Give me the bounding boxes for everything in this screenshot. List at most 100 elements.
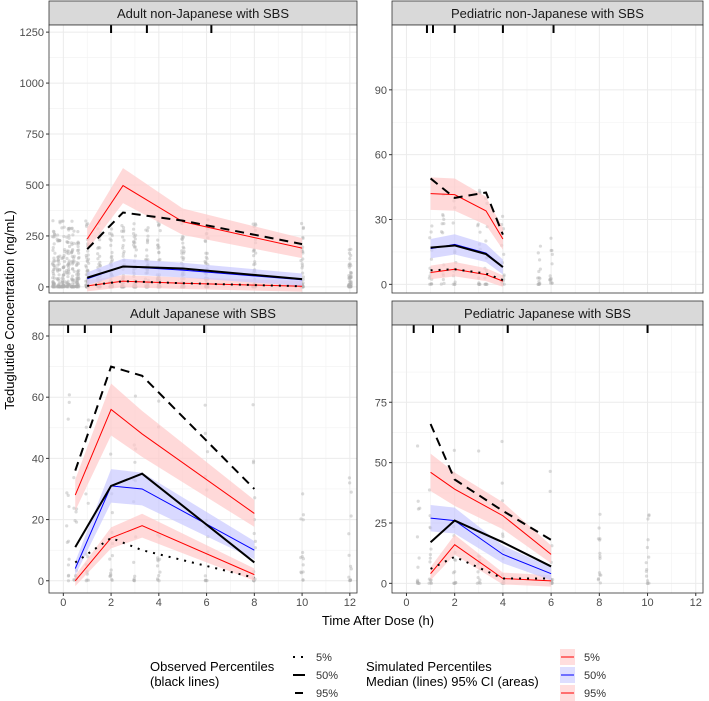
observed-point — [430, 224, 434, 228]
observed-point — [108, 574, 113, 578]
observed-point — [157, 574, 161, 578]
observed-point — [50, 285, 55, 289]
observed-point — [69, 227, 74, 231]
observed-point — [56, 277, 60, 281]
observed-point — [416, 499, 420, 503]
observed-point — [110, 254, 114, 258]
observed-point — [67, 400, 71, 404]
observed-point — [347, 285, 351, 289]
observed-point — [109, 238, 113, 242]
observed-point — [51, 219, 55, 223]
observed-point — [75, 281, 79, 285]
y-tick-label: 500 — [26, 180, 44, 192]
observed-point — [349, 282, 353, 286]
observed-point — [181, 235, 185, 239]
observed-point — [348, 578, 352, 582]
observed-point — [477, 188, 482, 192]
observed-point — [71, 267, 75, 271]
sim5-line — [74, 525, 255, 582]
observed-point — [451, 571, 456, 575]
observed-point — [57, 285, 61, 289]
observed-point — [548, 489, 552, 493]
observed-point — [75, 278, 79, 282]
panel-strip — [391, 0, 704, 26]
observed-point — [597, 571, 602, 575]
observed-point — [453, 280, 457, 284]
observed-point — [157, 251, 161, 255]
observed-point — [451, 282, 455, 286]
observed-point — [65, 284, 69, 289]
observed-point — [204, 251, 208, 255]
observed-point — [71, 247, 75, 252]
observed-point — [70, 277, 74, 281]
observed-point — [133, 245, 137, 249]
observed-point — [66, 563, 71, 567]
observed-point — [70, 285, 74, 289]
observed-point — [439, 282, 443, 286]
observed-point — [478, 282, 482, 286]
observed-point — [76, 272, 80, 276]
plot-background — [49, 25, 357, 293]
observed-point — [158, 229, 162, 233]
observed-point — [75, 276, 79, 281]
panel-border — [48, 324, 358, 594]
observed-point — [50, 235, 55, 239]
observed-point — [86, 501, 90, 505]
observed-point — [476, 570, 480, 574]
observed-point — [251, 459, 256, 463]
observed-point — [349, 567, 353, 571]
observed-point — [53, 234, 57, 238]
observed-point — [60, 285, 64, 289]
observed-point — [132, 235, 136, 239]
observed-point — [598, 551, 602, 555]
observed-point — [349, 271, 353, 275]
observed-point — [348, 578, 353, 582]
observed-point — [67, 226, 71, 231]
observed-point — [347, 262, 352, 266]
observed-point — [180, 251, 184, 255]
x-tick-label: 4 — [500, 597, 506, 609]
observed-point — [62, 283, 66, 288]
observed-point — [67, 261, 71, 265]
observed-point — [67, 268, 71, 272]
observed-point — [548, 274, 552, 278]
observed-point — [72, 254, 76, 258]
observed-point — [109, 452, 113, 456]
observed-point — [110, 259, 114, 264]
observed-point — [646, 517, 650, 521]
observed-point — [251, 461, 256, 465]
observed-point — [484, 239, 488, 243]
observed-point — [84, 253, 88, 258]
observed-point — [549, 236, 553, 240]
observed-point — [72, 578, 76, 582]
observed-point — [349, 282, 353, 286]
y-tick-label: 0 — [381, 279, 387, 291]
observed-point — [53, 251, 57, 255]
observed-point — [70, 249, 74, 253]
observed-point — [76, 285, 80, 289]
observed-point — [349, 247, 353, 251]
observed-point — [61, 265, 65, 270]
observed-point — [349, 270, 353, 275]
observed-point — [69, 285, 74, 289]
observed-point — [66, 240, 70, 245]
panel-border — [48, 24, 358, 294]
observed-point — [62, 247, 67, 252]
observed-point — [301, 285, 305, 289]
observed-point — [76, 274, 81, 279]
observed-point — [598, 554, 602, 558]
observed-point — [66, 226, 70, 231]
panel-border — [391, 324, 704, 594]
observed-point — [75, 263, 79, 267]
observed-point — [110, 250, 114, 255]
observed-point — [75, 272, 79, 277]
observed-point — [52, 263, 56, 268]
observed-point — [62, 259, 67, 264]
y-tick-label: 1250 — [20, 27, 44, 39]
observed-point — [60, 279, 64, 283]
observed-point — [67, 244, 72, 249]
observed-point — [76, 229, 80, 234]
observed-point — [596, 578, 600, 582]
observed-point — [74, 284, 78, 288]
observed-point — [155, 556, 160, 560]
